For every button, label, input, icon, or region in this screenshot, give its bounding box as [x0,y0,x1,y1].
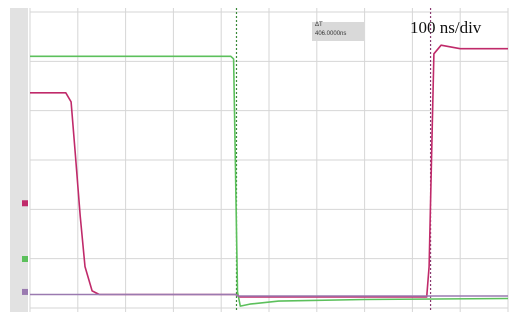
left-edge-strip [10,8,28,312]
cursor-delta-symbol: ΔT [315,22,323,28]
timebase-label: 100 ns/div [410,18,482,37]
channel-marker-2 [22,256,28,262]
channel-marker-3 [22,288,28,295]
trace-ch1 [30,55,509,307]
graticule [29,8,509,312]
cursor-delta-value: 406.0000ns [315,31,347,37]
cursor-delta-readout: ΔT 406.0000ns [312,22,364,41]
channel-level-markers [22,200,28,295]
channel-marker-1 [22,200,28,207]
trace-ch3 [30,293,508,297]
waveform-traces [30,44,509,307]
